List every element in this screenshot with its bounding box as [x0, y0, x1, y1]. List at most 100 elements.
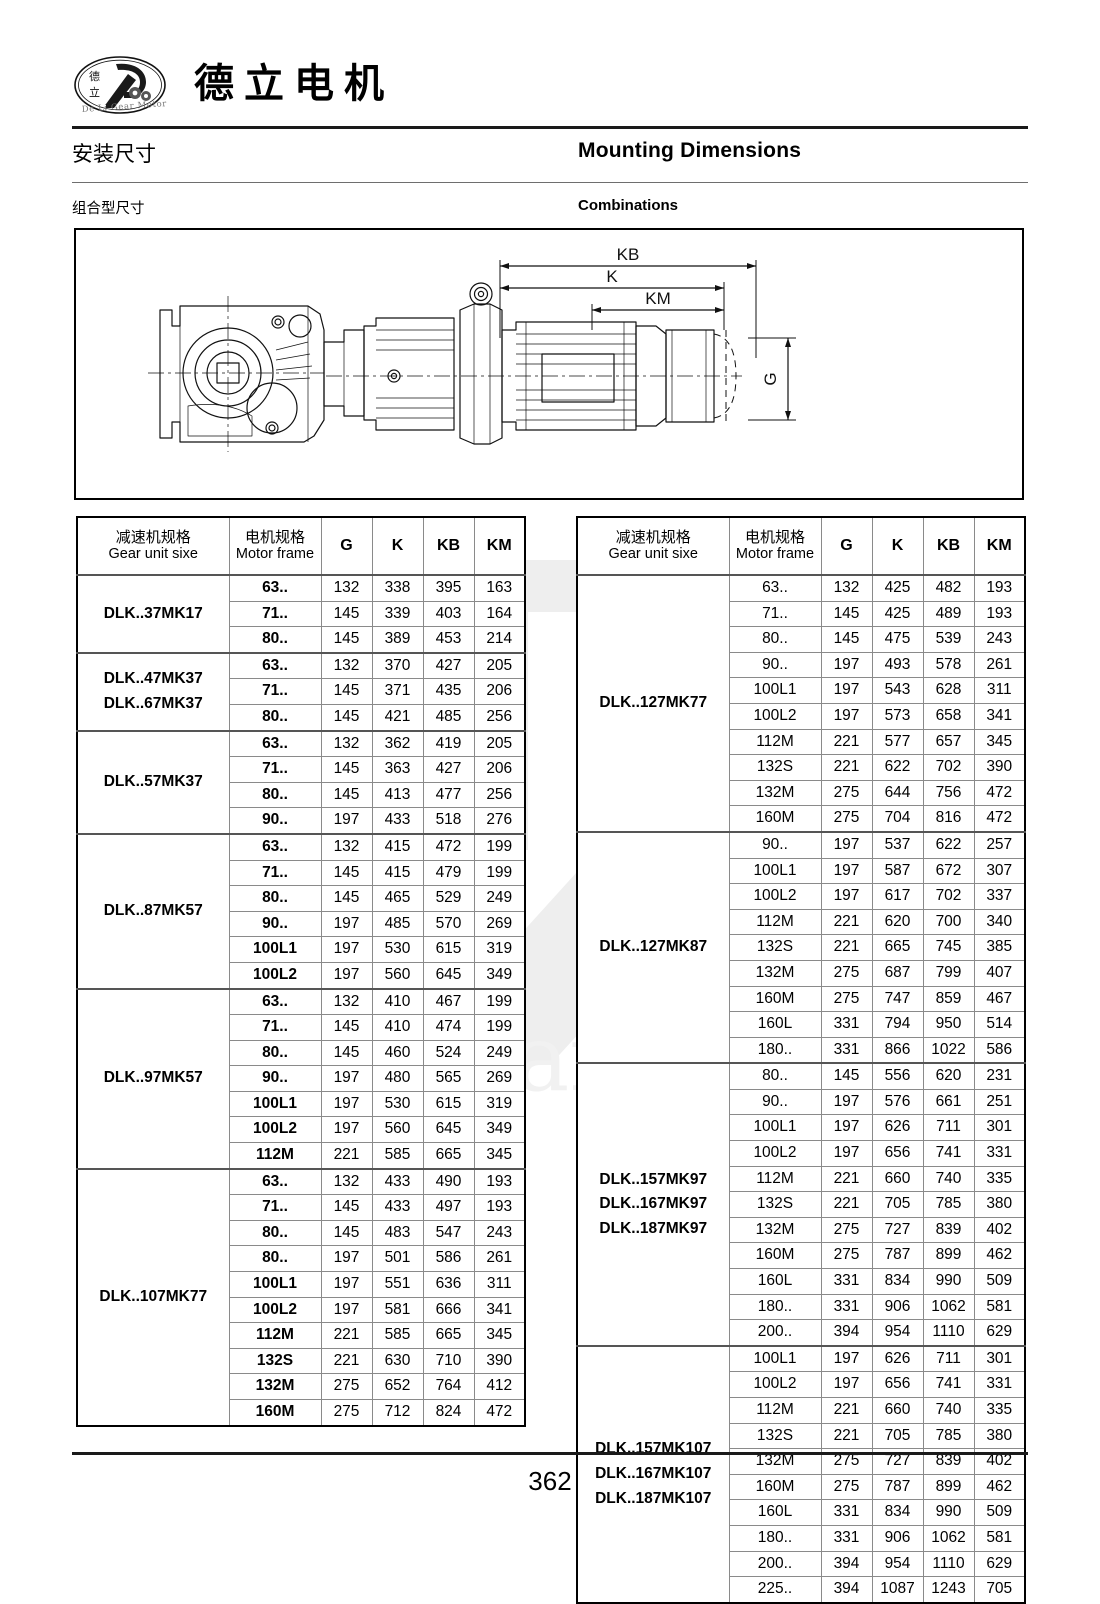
value-cell-km: 345 — [473, 1322, 526, 1349]
value-cell-kb: 702 — [922, 754, 975, 781]
value-cell-kb: 547 — [422, 1219, 475, 1247]
motor-frame-cell: 132M — [728, 1216, 822, 1244]
value-cell-k: 794 — [871, 1011, 924, 1038]
table-row: 100L2 197 560 645 349 — [77, 1116, 526, 1144]
value-cell-kb: 710 — [422, 1347, 475, 1375]
value-cell-km: 307 — [973, 857, 1026, 885]
value-cell-km: 586 — [973, 1036, 1026, 1064]
value-cell-kb: 419 — [422, 729, 475, 758]
value-cell-km: 407 — [973, 959, 1026, 987]
page-title-cn: 安装尺寸 — [72, 142, 156, 166]
value-cell-kb: 622 — [922, 830, 975, 859]
table-row: 160L 331 834 990 509 — [577, 1268, 1026, 1295]
value-cell-kb: 756 — [922, 779, 975, 807]
table-row: DLK..127MK77 63.. 132 425 482 193 — [576, 573, 1026, 833]
value-cell-g: 145 — [320, 678, 373, 705]
value-cell-k: 410 — [371, 987, 424, 1016]
value-cell-km: 206 — [473, 678, 526, 705]
value-cell-km: 349 — [473, 961, 526, 990]
motor-frame-cell: 100L2 — [728, 702, 822, 730]
value-cell-km: 509 — [973, 1499, 1026, 1526]
motor-frame-cell: 160M — [728, 1473, 822, 1501]
value-cell-kb: 661 — [922, 1088, 975, 1116]
value-cell-g: 221 — [820, 1422, 873, 1450]
value-cell-g: 145 — [820, 1062, 873, 1090]
value-cell-g: 197 — [820, 857, 873, 885]
value-cell-km: 214 — [473, 626, 526, 654]
value-cell-k: 712 — [371, 1398, 424, 1427]
value-cell-kb: 645 — [422, 961, 475, 990]
value-cell-k: 543 — [871, 677, 924, 704]
value-cell-kb: 539 — [922, 626, 975, 653]
gear-unit-size-label: DLK..167MK97 — [599, 1195, 708, 1213]
dimension-label-g: G — [761, 372, 780, 385]
value-cell-k: 415 — [371, 832, 424, 861]
value-cell-km: 249 — [473, 1039, 526, 1067]
value-cell-g: 394 — [820, 1576, 873, 1604]
value-cell-km: 335 — [973, 1397, 1026, 1424]
motor-frame-cell: 180.. — [728, 1293, 822, 1321]
dimension-table-right: 减速机规格 Gear unit sixe 电机规格 Motor frame G … — [576, 516, 1026, 1604]
value-cell-km: 269 — [473, 1065, 526, 1092]
value-cell-k: 585 — [371, 1322, 424, 1349]
value-cell-km: 256 — [473, 703, 526, 732]
value-cell-kb: 657 — [922, 728, 975, 756]
motor-frame-cell: 160L — [728, 1268, 822, 1295]
value-cell-g: 145 — [320, 703, 373, 732]
value-cell-kb: 741 — [922, 1140, 975, 1167]
gear-unit-size-label: DLK..127MK77 — [599, 694, 708, 712]
table-row: 132S 221 705 785 380 — [577, 1191, 1026, 1218]
value-cell-km: 231 — [973, 1062, 1026, 1090]
motor-frame-cell: 100L2 — [228, 1116, 322, 1144]
col-header-km: KM — [473, 516, 526, 576]
value-cell-k: 652 — [371, 1373, 424, 1400]
value-cell-g: 275 — [320, 1373, 373, 1400]
table-row: 160M 275 787 899 462 — [577, 1242, 1026, 1270]
value-cell-km: 311 — [473, 1271, 526, 1298]
value-cell-k: 433 — [371, 1194, 424, 1221]
value-cell-km: 199 — [473, 832, 526, 861]
col-header-gear-cn: 减速机规格 — [115, 527, 191, 546]
value-cell-kb: 645 — [422, 1116, 475, 1144]
motor-frame-cell: 180.. — [728, 1036, 822, 1064]
value-cell-g: 145 — [320, 1194, 373, 1221]
assembly-drawing-figure: KB K KM G — [74, 228, 1024, 500]
value-cell-kb: 490 — [422, 1167, 475, 1196]
gear-unit-size-label: DLK..157MK97 — [599, 1170, 708, 1188]
value-cell-g: 221 — [820, 908, 873, 936]
value-cell-kb: 524 — [422, 1039, 475, 1067]
motor-frame-cell: 100L1 — [228, 936, 322, 963]
value-cell-kb: 620 — [922, 1062, 975, 1090]
gear-unit-size-label: DLK..47MK37 — [103, 670, 203, 688]
col-header-g: G — [820, 516, 873, 576]
col-header-km: KM — [973, 516, 1026, 576]
table-row: 100L2 197 656 741 331 — [577, 1371, 1026, 1398]
section-subtitle-en: Combinations — [578, 197, 678, 214]
motor-frame-cell: 90.. — [728, 651, 822, 679]
value-cell-g: 394 — [820, 1319, 873, 1347]
motor-frame-cell: 63.. — [228, 832, 322, 861]
value-cell-kb: 565 — [422, 1065, 475, 1092]
motor-frame-cell: 80.. — [228, 626, 322, 654]
value-cell-kb: 485 — [422, 703, 475, 732]
value-cell-k: 433 — [371, 1167, 424, 1196]
value-cell-g: 197 — [820, 1114, 873, 1142]
value-cell-kb: 950 — [922, 1011, 975, 1038]
value-cell-kb: 799 — [922, 959, 975, 987]
value-cell-g: 331 — [820, 1268, 873, 1295]
value-cell-km: 581 — [973, 1293, 1026, 1321]
section-subtitle-cn: 组合型尺寸 — [72, 201, 145, 217]
value-cell-g: 197 — [820, 1088, 873, 1116]
value-cell-g: 275 — [820, 805, 873, 833]
table-row: 160M 275 787 899 462 — [577, 1473, 1026, 1501]
value-cell-k: 425 — [871, 573, 924, 602]
motor-frame-cell: 100L1 — [228, 1271, 322, 1298]
table-row: 160L 331 834 990 509 — [577, 1499, 1026, 1526]
value-cell-kb: 816 — [922, 805, 975, 833]
table-right-body: DLK..127MK77 63.. 132 425 482 193 71.. 145 425 48… — [576, 573, 1026, 1604]
value-cell-km: 380 — [973, 1191, 1026, 1218]
masthead-rule — [72, 126, 1028, 129]
value-cell-g: 331 — [820, 1011, 873, 1038]
value-cell-km: 629 — [973, 1319, 1026, 1347]
col-header-g: G — [320, 516, 373, 576]
